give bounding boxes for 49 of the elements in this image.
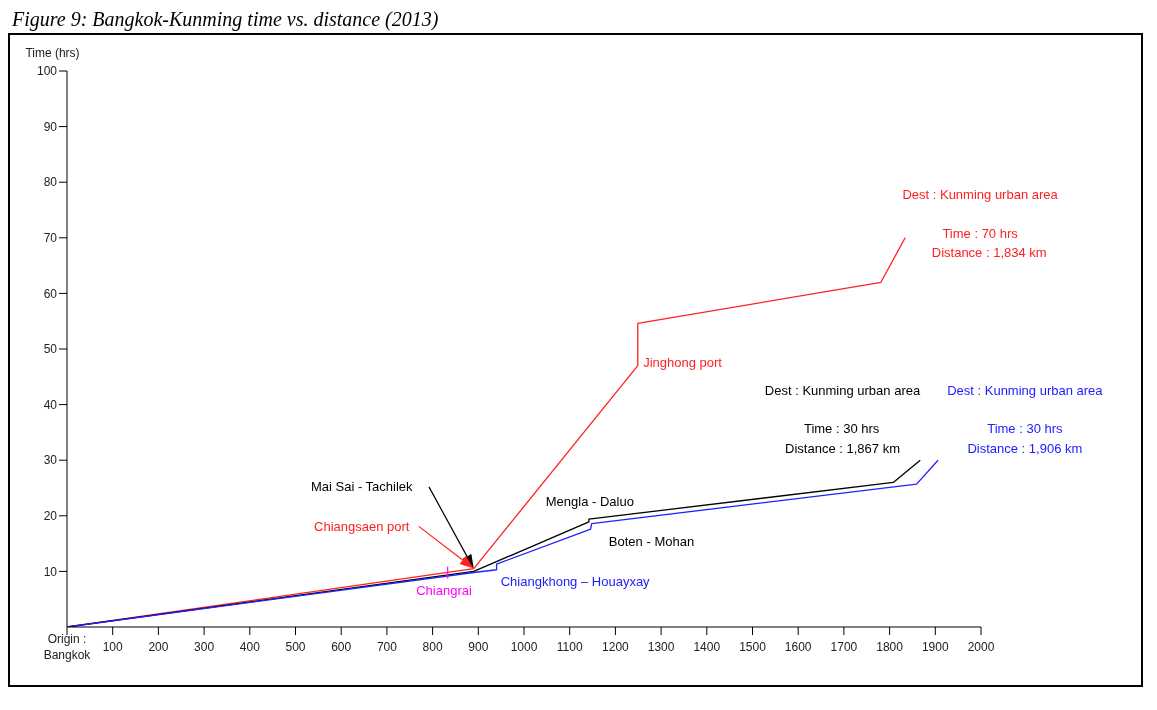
y-tick-label: 30 [43, 453, 58, 468]
text: Time : 30 hrs [987, 421, 1064, 437]
annotation: Distance : 1,867 km [785, 441, 900, 457]
x-tick-label: 600 [331, 640, 352, 654]
annotation: Time : 70 hrs [942, 225, 1019, 241]
annotation: Dest : Kunming urban area [764, 383, 921, 399]
x-tick-label: 1800 [876, 640, 904, 654]
y-tick-label: 70 [43, 231, 58, 246]
annotation: Dest : Kunming urban area [947, 383, 1104, 399]
y-tick-label: 20 [43, 509, 58, 524]
y-tick-label: 40 [43, 397, 58, 412]
annotation: Dest : Kunming urban area [902, 187, 1059, 203]
x-tick-label: Origin : Bangkok [43, 632, 92, 662]
x-tick-label: 700 [376, 640, 398, 654]
annotation: Chiangrai [416, 583, 472, 599]
x-tick-label: 1200 [602, 640, 630, 654]
annotation: Chiangkhong – Houayxay [500, 574, 651, 590]
chart-title: Figure 9: Bangkok-Kunming time vs. distance (2013) [12, 8, 440, 31]
y-tick-label: 10 [43, 564, 58, 579]
x-tick-label: 200 [148, 640, 169, 654]
annotation: Jinghong port [643, 355, 723, 371]
x-tick-label: 300 [194, 640, 215, 654]
x-tick-label: 2000 [967, 640, 995, 654]
annotation: Distance : 1,834 km [931, 244, 1047, 260]
y-tick-label: 100 [36, 64, 58, 79]
y-tick-label: 80 [43, 175, 58, 190]
annotation: Time : 30 hrs [803, 421, 880, 437]
x-tick-label: 1600 [784, 640, 812, 654]
x-tick-label: 1500 [739, 640, 767, 654]
x-tick-label: 1300 [647, 640, 675, 654]
x-tick-label: 1100 [556, 640, 583, 654]
annotation: Chiangsaen port [314, 518, 410, 534]
x-tick-label: 1900 [921, 640, 949, 654]
x-tick-label: 900 [468, 640, 489, 654]
x-tick-label: 1400 [693, 640, 721, 654]
annotation: Mai Sai - Tachilek [310, 479, 414, 495]
x-tick-label: 100 [102, 640, 124, 654]
x-tick-label: 400 [239, 640, 261, 654]
y-tick-label: 60 [43, 286, 58, 301]
y-axis-title: Time (hrs) [25, 46, 80, 60]
annotation: Mengla - Daluo [545, 493, 634, 509]
x-tick-label: 1000 [510, 640, 538, 654]
x-tick-label: 500 [285, 640, 306, 654]
annotation: Distance : 1,906 km [967, 441, 1083, 457]
y-tick-label: 50 [43, 342, 58, 357]
x-tick-label: 800 [422, 640, 443, 654]
x-tick-label: 1700 [830, 640, 858, 654]
y-tick-label: 90 [43, 119, 58, 134]
annotation: Boten - Mohan [608, 534, 695, 550]
